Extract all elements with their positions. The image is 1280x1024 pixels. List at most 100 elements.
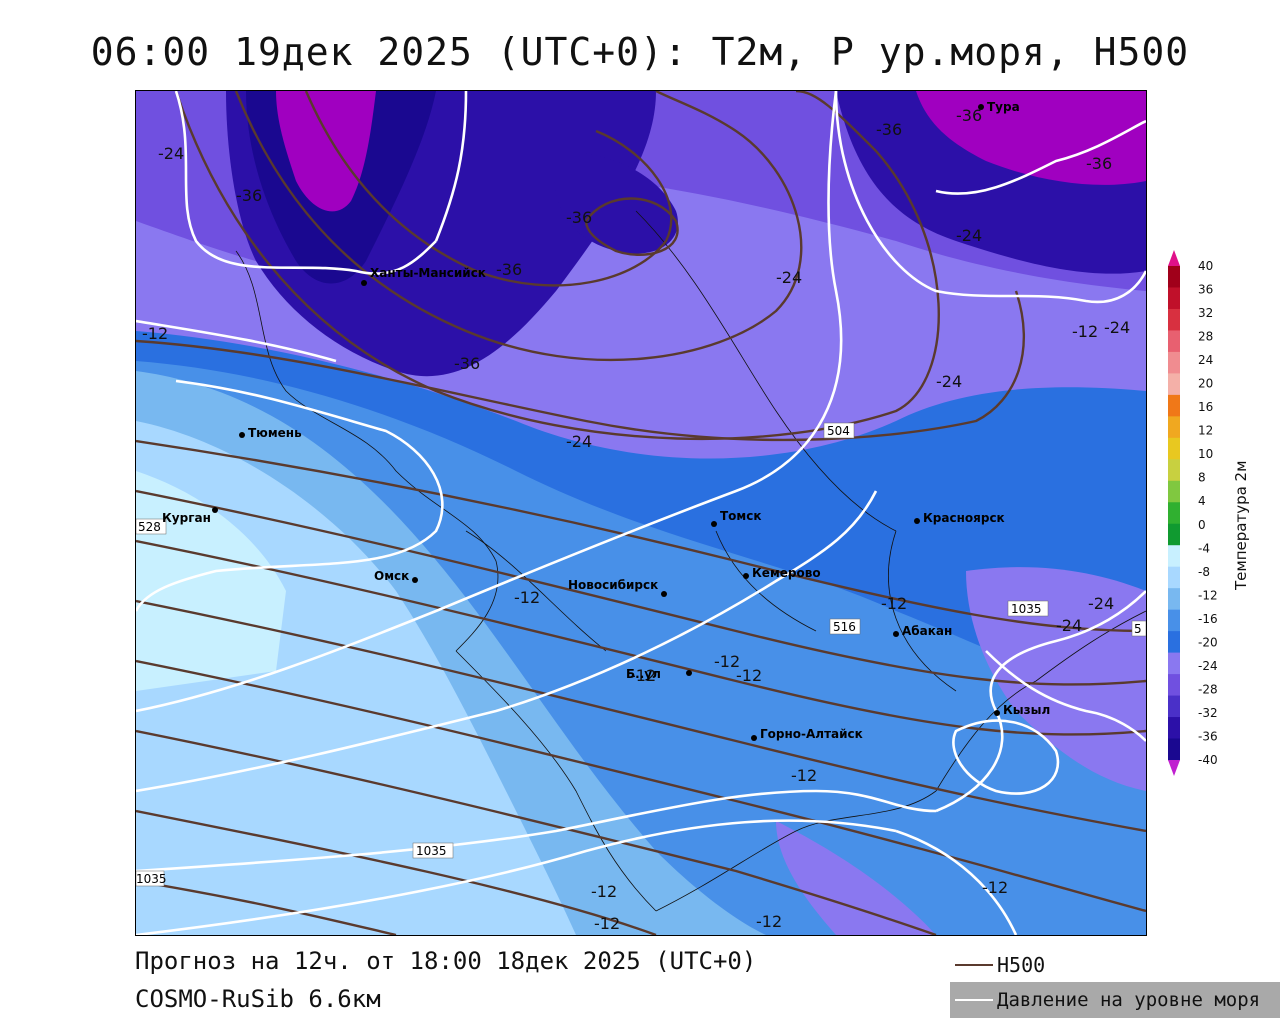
colorbar-swatch [1168, 287, 1180, 310]
colorbar-swatch [1168, 566, 1180, 589]
isotherm-label: -36 [956, 106, 982, 125]
colorbar-tick-label: 12 [1198, 424, 1213, 438]
colorbar-tick-label: -28 [1198, 682, 1218, 696]
colorbar-swatch [1168, 437, 1180, 460]
colorbar-tick-label: 28 [1198, 330, 1213, 344]
temperature-extreme-west [276, 91, 376, 212]
pressure-legend-swatch [955, 999, 993, 1001]
city-tyumen: Тюмень [239, 426, 302, 440]
colorbar-swatch [1168, 523, 1180, 546]
colorbar-swatch [1168, 545, 1180, 568]
colorbar-tick-label: 10 [1198, 447, 1213, 461]
isotherm-label: -12 [982, 878, 1008, 897]
city-kurgan: Курган [162, 507, 218, 525]
city-tura: Тура [978, 100, 1020, 114]
svg-text:Красноярск: Красноярск [923, 511, 1005, 525]
svg-text:504: 504 [827, 424, 850, 438]
h500-legend-label: H500 [997, 953, 1046, 977]
pressure-label-1035-east: 1035 [1007, 600, 1049, 617]
isotherm-label: -12 [514, 588, 540, 607]
colorbar-tick-label: 36 [1198, 283, 1213, 297]
colorbar-tick-label: 0 [1198, 518, 1206, 532]
svg-text:Ханты-Мансийск: Ханты-Мансийск [370, 266, 486, 280]
temperature-colorbar: 40 36 32 28 24 20 16 12 10 8 4 0 -4 -8 -12 -16 -20 -24 -28… [1166, 248, 1270, 778]
svg-text:Томск: Томск [720, 509, 762, 523]
isotherm-labels: -24 -36 -36 -36 -36 -36 -36 -36 -24 -24 … [142, 106, 1130, 933]
colorbar-swatch [1168, 695, 1180, 718]
pressure-legend-box: Давление на уровне моря [950, 982, 1280, 1018]
isotherm-label: -12 [591, 882, 617, 901]
h500-contours [136, 91, 1146, 935]
colorbar-tick-label: -20 [1198, 635, 1218, 649]
svg-text:Кемерово: Кемерово [752, 566, 821, 580]
forecast-info: Прогноз на 12ч. от 18:00 18дек 2025 (UTC… [135, 947, 757, 975]
isotherm-label: -36 [454, 354, 480, 373]
svg-text:Абакан: Абакан [902, 624, 952, 638]
colorbar-swatch [1168, 609, 1180, 632]
isotherm-label: -36 [566, 208, 592, 227]
pressure-label-1035-west: 1035 [136, 870, 167, 887]
colorbar-bottom-arrow [1168, 760, 1180, 776]
svg-text:Новосибирск: Новосибирск [568, 578, 658, 592]
svg-text:1035: 1035 [1011, 602, 1042, 616]
region-boundaries [235, 210, 1146, 912]
isotherm-label: -12 [756, 912, 782, 931]
colorbar-title: Температура 2м [1232, 460, 1250, 590]
city-kyzyl: Кызыл [994, 703, 1050, 717]
colorbar-swatch [1168, 674, 1180, 697]
isotherm-label: -24 [936, 372, 962, 391]
colorbar-swatch [1168, 330, 1180, 353]
h500-label-528: 528 [136, 518, 167, 535]
weather-map: -24 -36 -36 -36 -36 -36 -36 -36 -24 -24 … [135, 90, 1147, 936]
isotherm-label: -12 [142, 324, 168, 343]
isotherm-label: -36 [876, 120, 902, 139]
isotherm-label: -36 [496, 260, 522, 279]
city-barnaul: Б..ул [626, 667, 692, 681]
temperature-core-center [554, 151, 678, 254]
colorbar-tick-label: 40 [1198, 259, 1213, 273]
isotherm-label: -24 [158, 144, 184, 163]
contour-value-labels: 504 516 1035 1035 528 1035 5 [136, 422, 1146, 887]
svg-text:5: 5 [1134, 622, 1142, 636]
isotherm-label: -24 [1088, 594, 1114, 613]
colorbar-scale: 403632282420161210840-4-8-12-16-20-24-28… [1168, 250, 1218, 776]
colorbar-tick-label: -40 [1198, 753, 1218, 767]
colorbar-tick-label: 16 [1198, 400, 1213, 414]
svg-text:Кызыл: Кызыл [1003, 703, 1050, 717]
colorbar-tick-label: 20 [1198, 377, 1213, 391]
colorbar-swatch [1168, 738, 1180, 761]
colorbar-swatch [1168, 266, 1180, 288]
city-novosibirsk: Новосибирск [568, 578, 667, 597]
isotherm-label: -36 [236, 186, 262, 205]
isotherm-label: -12 [1072, 322, 1098, 341]
svg-text:528: 528 [138, 520, 161, 534]
colorbar-tick-label: -32 [1198, 706, 1218, 720]
colorbar-tick-label: 24 [1198, 353, 1213, 367]
isotherm-label: -12 [594, 914, 620, 933]
svg-text:Тюмень: Тюмень [248, 426, 302, 440]
model-name: COSMO-RuSib 6.6км [135, 985, 381, 1013]
city-kemerovo: Кемерово [743, 566, 821, 580]
city-krasnoyarsk: Красноярск [914, 511, 1005, 525]
colorbar-tick-label: -36 [1198, 729, 1218, 743]
cities: Тура Ханты-Мансийск Тюмень Курган Омск Н… [162, 100, 1050, 741]
isotherm-label: -24 [776, 268, 802, 287]
colorbar-swatch [1168, 631, 1180, 654]
city-khanty-mansiysk: Ханты-Мансийск [361, 266, 486, 286]
colorbar-swatch [1168, 373, 1180, 396]
pressure-label-1035-south: 1035 [412, 842, 454, 859]
isotherm-label: -12 [736, 666, 762, 685]
svg-text:Омск: Омск [374, 569, 409, 583]
isotherm-label: -12 [630, 666, 656, 685]
colorbar-tick-label: -16 [1198, 612, 1218, 626]
svg-text:Горно-Алтайск: Горно-Алтайск [760, 727, 863, 741]
colorbar-swatch [1168, 502, 1180, 525]
city-abakan: Абакан [893, 624, 952, 638]
colorbar-swatch [1168, 652, 1180, 675]
isotherm-label: -12 [881, 594, 907, 613]
city-gorno-altaysk: Горно-Алтайск [751, 727, 863, 741]
colorbar-tick-label: -24 [1198, 659, 1218, 673]
svg-text:Б..ул: Б..ул [626, 667, 661, 681]
colorbar-swatch [1168, 717, 1180, 740]
map-title: 06:00 19дек 2025 (UTC+0): Т2м, Р ур.моря… [90, 30, 1190, 74]
